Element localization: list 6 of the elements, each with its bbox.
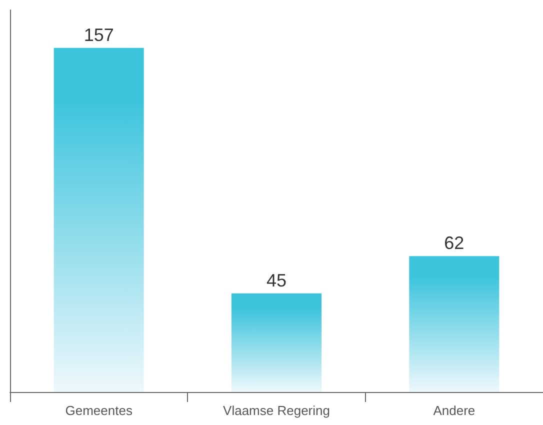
data-label: 62 xyxy=(444,233,464,254)
data-label: 157 xyxy=(84,24,114,45)
data-label: 45 xyxy=(266,270,287,290)
x-tick-label: Andere xyxy=(433,403,476,418)
x-tick-label: Gemeentes xyxy=(65,403,133,418)
x-tick-label: Vlaamse Regering xyxy=(223,403,330,418)
